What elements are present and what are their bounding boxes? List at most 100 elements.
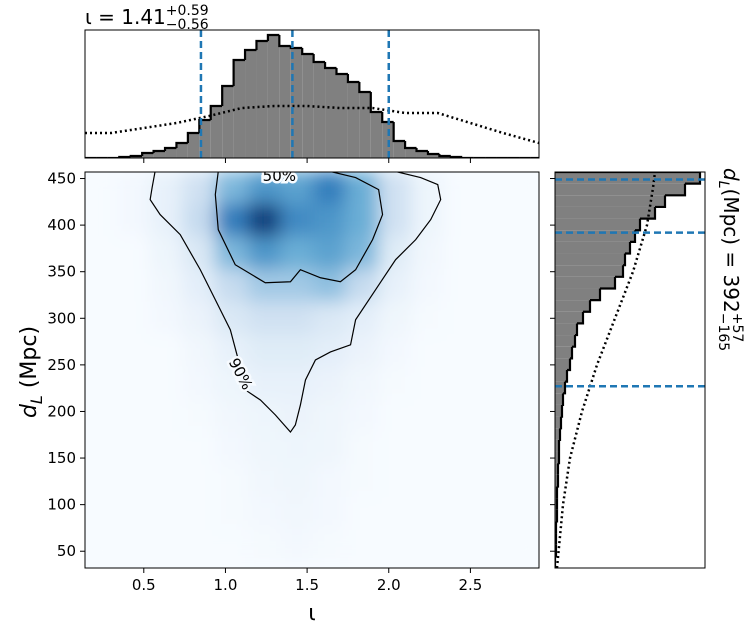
density-cell [149, 268, 184, 303]
density-cell [313, 172, 347, 205]
density-cell [280, 366, 315, 401]
histogram-outline [640, 206, 657, 220]
histogram-bar [279, 46, 291, 158]
histogram-outline [141, 151, 154, 156]
density-cell [411, 399, 445, 433]
density-cell [509, 497, 539, 531]
contour-line [149, 172, 442, 434]
histogram-outline [555, 509, 559, 523]
density-cell [280, 497, 315, 531]
density-cell [85, 497, 119, 531]
density-cell [411, 301, 445, 336]
density-cell [182, 464, 217, 499]
density-cell [117, 172, 151, 205]
density-cell [476, 529, 511, 564]
histogram-outline [369, 92, 383, 114]
density-cell [411, 334, 445, 368]
density-cell [509, 172, 539, 205]
histogram-outline [392, 122, 406, 143]
histogram-bar [555, 358, 570, 370]
histogram-title: dL (Mpc) = 392+57−165 [715, 168, 745, 351]
density-cell [509, 431, 539, 466]
histogram-bar [555, 439, 559, 452]
density-cell [182, 529, 217, 564]
histogram-outline [560, 404, 564, 418]
histogram-bar [210, 106, 223, 158]
histogram-outline [655, 195, 667, 209]
density-cell [443, 399, 478, 433]
histogram-outline [175, 141, 188, 148]
density-cell [85, 529, 119, 564]
histogram-outline [665, 183, 687, 197]
histogram-bar [555, 451, 559, 464]
histogram-outline [209, 104, 223, 120]
density-cell [85, 399, 119, 433]
density-cell [345, 529, 380, 564]
title-part: −165 [715, 313, 731, 351]
density-cell [247, 529, 282, 564]
density-cell [443, 268, 478, 303]
histogram-outline [575, 323, 579, 337]
histogram-outline [461, 156, 474, 158]
density-cell [476, 399, 511, 433]
histogram-outline [559, 416, 563, 430]
histogram [555, 172, 702, 568]
density-cell [476, 366, 511, 401]
histogram-outline [438, 154, 451, 158]
density-cell [182, 268, 217, 303]
density-cell [509, 203, 539, 238]
density-cell [280, 464, 315, 499]
x-tick-label: 0.5 [132, 576, 156, 594]
histogram-bar [555, 346, 572, 359]
density-cell [247, 203, 282, 238]
density-cell [509, 399, 539, 433]
density-cell [280, 172, 315, 205]
density-cell [345, 497, 380, 531]
density-cell [411, 172, 445, 205]
histogram-outline [630, 230, 637, 243]
density-cell [378, 334, 413, 368]
density-cell [378, 172, 413, 205]
histogram-bar [555, 206, 655, 219]
density-cell [476, 431, 511, 466]
density-cell [313, 497, 347, 531]
density-cell [313, 334, 347, 368]
density-cell [313, 203, 347, 238]
histogram-bar [222, 86, 234, 158]
density-cell [247, 497, 282, 531]
density-cell [509, 464, 539, 499]
histogram-bar [393, 141, 406, 158]
density-cell [345, 172, 380, 205]
histogram-bar [336, 74, 348, 158]
density-cell [182, 334, 217, 368]
histogram-bar [555, 370, 567, 382]
histogram-outline [635, 218, 642, 232]
density-cell [443, 464, 478, 499]
density-cell [280, 236, 315, 270]
density-cell [215, 464, 249, 499]
histogram-outline [556, 474, 560, 488]
density-cell [149, 497, 184, 531]
density-cell [313, 431, 347, 466]
density-cell [149, 464, 184, 499]
plot-frame [554, 171, 706, 569]
density-cell [182, 366, 217, 401]
density-cell [313, 301, 347, 336]
density-cell [378, 366, 413, 401]
histogram-bar [416, 151, 428, 158]
density-cell [378, 203, 413, 238]
density-cell [215, 497, 249, 531]
density-cell [345, 236, 380, 270]
density-cell [345, 203, 380, 238]
histogram-outline [312, 54, 326, 64]
density-cell [117, 464, 151, 499]
prior-line [85, 104, 539, 145]
histogram-bar [427, 154, 440, 158]
histogram-outline [346, 74, 360, 84]
histogram-outline [152, 149, 166, 153]
title-part: d [719, 168, 743, 181]
density-cell [182, 301, 217, 336]
histogram-bar [555, 404, 562, 417]
density-cell [215, 431, 249, 466]
